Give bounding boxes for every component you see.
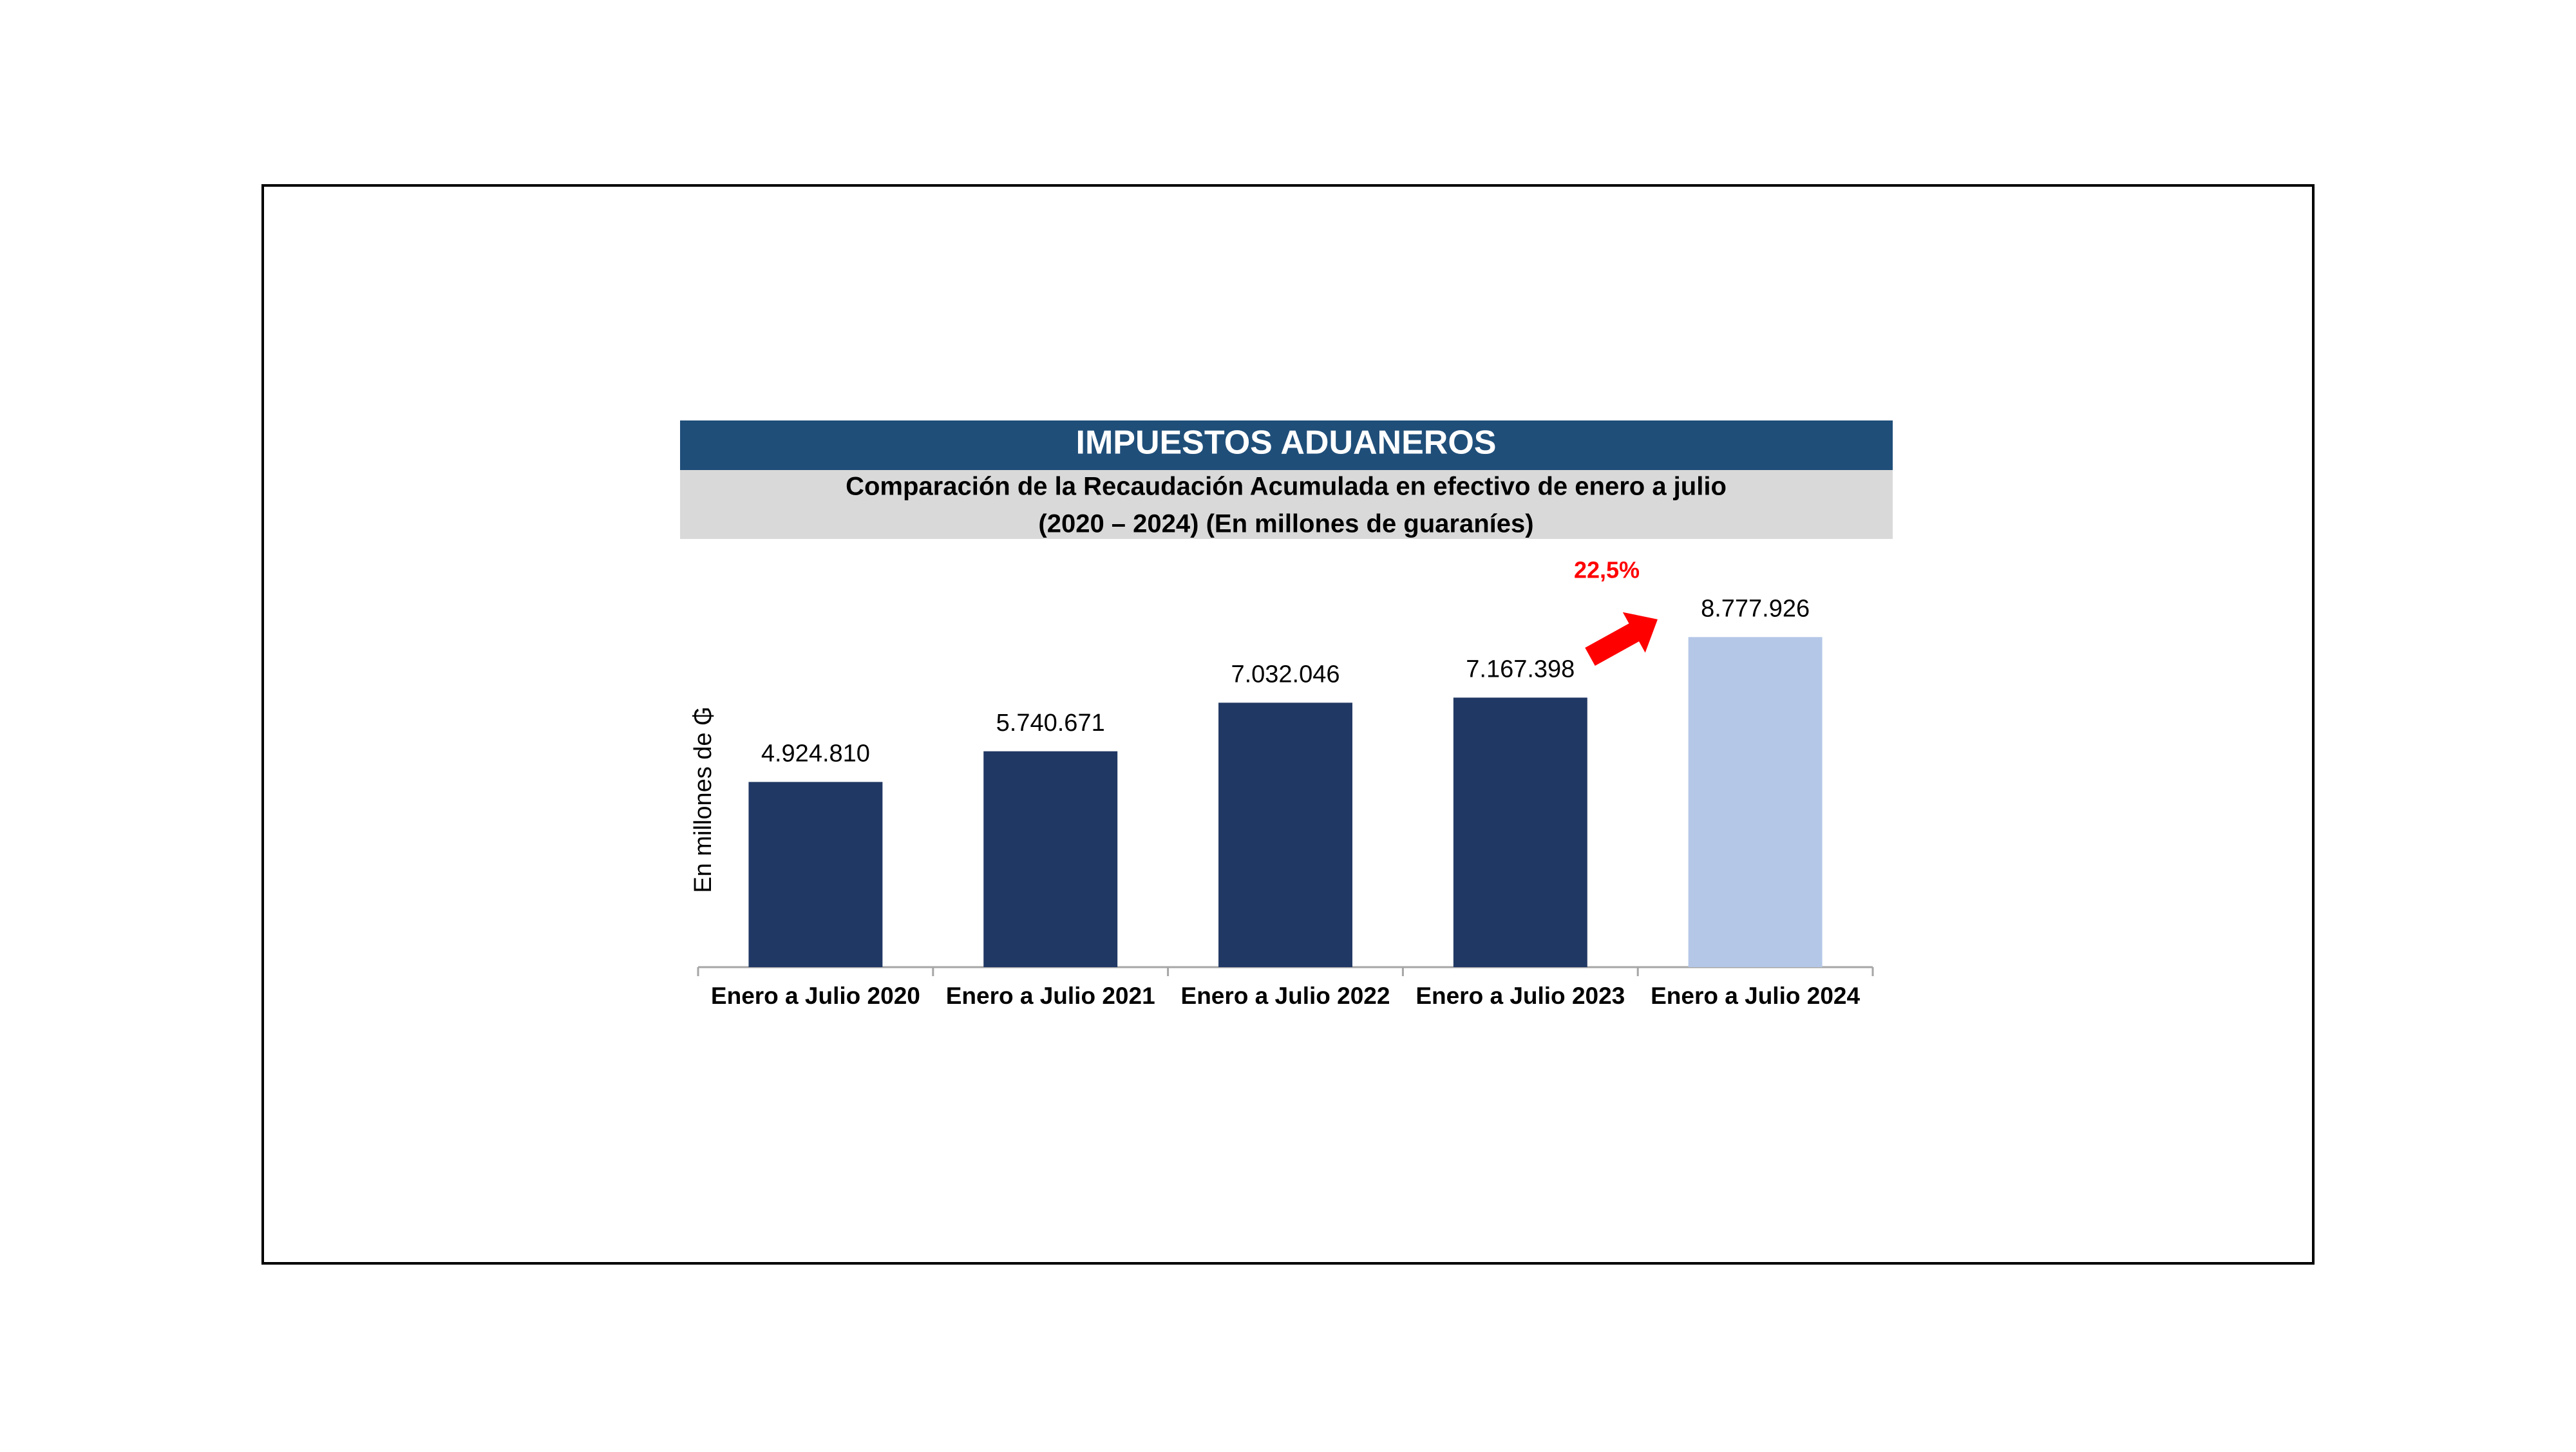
bar	[1688, 637, 1823, 967]
x-tick-label: Enero a Julio 2020	[711, 983, 920, 1009]
chart-title: IMPUESTOS ADUANEROS	[1076, 424, 1497, 462]
arrow	[1585, 612, 1658, 666]
value-label: 8.777.926	[1701, 595, 1810, 622]
title-bar	[680, 420, 1893, 470]
chart-subtitle: (2020 – 2024) (En millones de guaraníes)	[1038, 510, 1533, 538]
y-axis-label: En millones de ₲	[690, 706, 717, 892]
x-tick-label: Enero a Julio 2022	[1181, 983, 1390, 1009]
bar	[1218, 702, 1352, 967]
value-label: 5.740.671	[996, 710, 1105, 737]
frame	[261, 184, 2315, 1265]
annotation: 22,5%	[1574, 557, 1640, 583]
bar	[983, 751, 1118, 967]
chart-subtitle: Comparación de la Recaudación Acumulada …	[846, 473, 1727, 501]
subtitle-bar	[680, 470, 1893, 539]
value-label: 7.167.398	[1466, 655, 1575, 683]
x-tick-label: Enero a Julio 2024	[1651, 983, 1860, 1009]
value-label: 4.924.810	[761, 740, 870, 767]
bar	[748, 782, 883, 967]
value-label: 7.032.046	[1231, 661, 1340, 688]
x-tick-label: Enero a Julio 2021	[946, 983, 1155, 1009]
x-tick-label: Enero a Julio 2023	[1416, 983, 1625, 1009]
bar	[1453, 697, 1587, 967]
